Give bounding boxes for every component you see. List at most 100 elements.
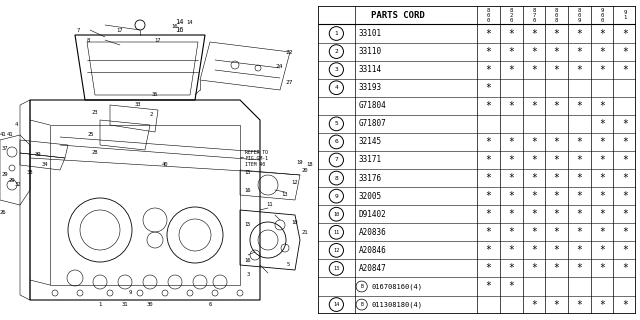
- Text: *: *: [622, 227, 628, 237]
- Text: *: *: [508, 173, 514, 183]
- Text: *: *: [577, 101, 582, 111]
- Text: 19: 19: [297, 159, 303, 164]
- Text: 15: 15: [244, 222, 252, 228]
- Text: *: *: [486, 65, 492, 75]
- Text: 9
1: 9 1: [623, 11, 627, 20]
- Text: *: *: [508, 263, 514, 273]
- Text: *: *: [508, 282, 514, 292]
- Text: *: *: [486, 47, 492, 57]
- Text: 011308180(4): 011308180(4): [371, 301, 422, 308]
- Text: *: *: [486, 155, 492, 165]
- Text: 28: 28: [92, 149, 99, 155]
- Text: 38: 38: [27, 170, 33, 174]
- Text: *: *: [599, 137, 605, 147]
- Text: *: *: [486, 101, 492, 111]
- Text: *: *: [508, 245, 514, 255]
- Text: *: *: [577, 65, 582, 75]
- Text: *: *: [486, 209, 492, 219]
- Text: D91402: D91402: [358, 210, 386, 219]
- Text: *: *: [554, 137, 559, 147]
- Text: *: *: [531, 47, 537, 57]
- Text: 41: 41: [0, 132, 6, 138]
- Text: 33176: 33176: [358, 173, 381, 183]
- Text: 33171: 33171: [358, 156, 381, 164]
- Text: 31: 31: [122, 302, 128, 308]
- Text: *: *: [577, 191, 582, 201]
- Text: *: *: [577, 245, 582, 255]
- Text: FIG.GM-1: FIG.GM-1: [245, 156, 268, 161]
- Text: *: *: [622, 65, 628, 75]
- Text: G71807: G71807: [358, 119, 386, 128]
- Text: *: *: [531, 209, 537, 219]
- Text: *: *: [486, 282, 492, 292]
- Text: 21: 21: [301, 230, 308, 236]
- Text: *: *: [554, 227, 559, 237]
- Text: 29: 29: [9, 178, 15, 182]
- Text: 17: 17: [155, 37, 161, 43]
- Text: *: *: [599, 119, 605, 129]
- Text: 9: 9: [129, 290, 132, 294]
- Text: *: *: [508, 137, 514, 147]
- Text: *: *: [531, 101, 537, 111]
- Text: 20: 20: [301, 167, 308, 172]
- Text: *: *: [554, 191, 559, 201]
- Text: *: *: [486, 191, 492, 201]
- Text: *: *: [577, 209, 582, 219]
- Text: 8
0
8: 8 0 8: [555, 8, 558, 23]
- Text: 33: 33: [135, 102, 141, 108]
- Text: *: *: [577, 263, 582, 273]
- Text: *: *: [508, 209, 514, 219]
- Text: 5: 5: [335, 121, 339, 126]
- Text: *: *: [486, 245, 492, 255]
- Text: *: *: [508, 101, 514, 111]
- Text: 12: 12: [333, 248, 339, 253]
- Text: *: *: [508, 28, 514, 38]
- Text: 10: 10: [292, 220, 298, 226]
- Text: ITEM 40: ITEM 40: [245, 162, 265, 166]
- Text: 17: 17: [116, 28, 124, 33]
- Text: *: *: [554, 263, 559, 273]
- Text: *: *: [531, 155, 537, 165]
- Text: 37: 37: [2, 146, 8, 150]
- Text: *: *: [486, 227, 492, 237]
- Text: *: *: [577, 137, 582, 147]
- Text: 16: 16: [244, 188, 252, 193]
- Text: *: *: [554, 65, 559, 75]
- Text: A20836: A20836: [358, 228, 386, 237]
- Text: *: *: [622, 263, 628, 273]
- Text: *: *: [622, 28, 628, 38]
- Text: *: *: [599, 263, 605, 273]
- Text: 016708160(4): 016708160(4): [371, 283, 422, 290]
- Text: 5: 5: [286, 262, 290, 268]
- Text: 32005: 32005: [358, 192, 381, 201]
- Text: *: *: [508, 47, 514, 57]
- Text: *: *: [599, 47, 605, 57]
- Text: 24: 24: [275, 65, 282, 69]
- Text: 16: 16: [172, 23, 179, 28]
- Text: 14: 14: [175, 19, 184, 25]
- Text: 13: 13: [333, 266, 339, 271]
- Text: 22: 22: [285, 50, 292, 54]
- Text: *: *: [554, 173, 559, 183]
- Text: *: *: [577, 28, 582, 38]
- Text: B: B: [360, 302, 363, 307]
- Text: *: *: [622, 245, 628, 255]
- Text: 32: 32: [15, 182, 21, 188]
- Text: 3: 3: [246, 273, 250, 277]
- Text: 27: 27: [285, 79, 292, 84]
- Text: 9: 9: [335, 194, 339, 199]
- Text: *: *: [622, 300, 628, 309]
- Text: *: *: [486, 173, 492, 183]
- Text: 26: 26: [0, 210, 6, 214]
- Text: 13: 13: [282, 193, 288, 197]
- Text: *: *: [599, 245, 605, 255]
- Text: PARTS CORD: PARTS CORD: [371, 11, 424, 20]
- Text: 16: 16: [175, 27, 184, 33]
- Text: *: *: [531, 263, 537, 273]
- Text: 33193: 33193: [358, 83, 381, 92]
- Text: *: *: [531, 245, 537, 255]
- Text: *: *: [622, 209, 628, 219]
- Text: 8
0
9: 8 0 9: [578, 8, 581, 23]
- Text: *: *: [622, 191, 628, 201]
- Text: 8
0
0: 8 0 0: [487, 8, 490, 23]
